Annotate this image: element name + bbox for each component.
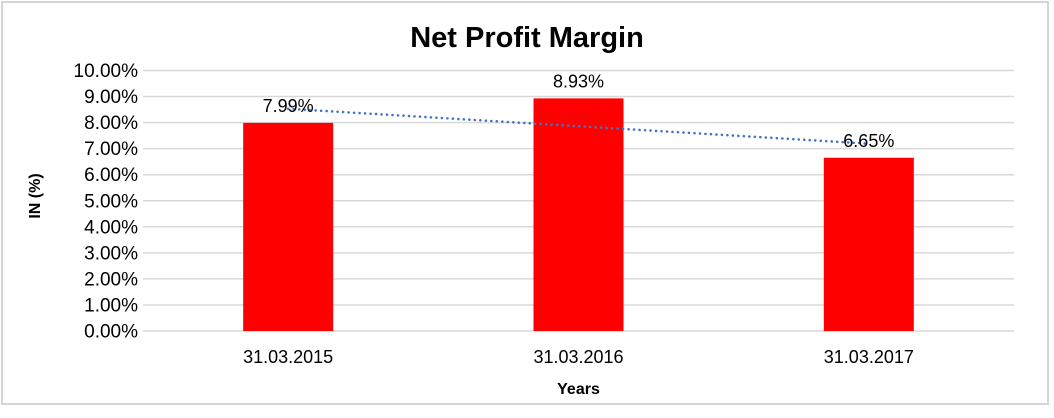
y-tick-label: 0.00% [84,322,138,343]
y-tick-label: 2.00% [84,269,138,290]
y-tick-label: 10.00% [74,61,139,82]
bar [243,122,334,331]
x-tick-label: 31.03.2016 [533,347,623,367]
y-tick-label: 4.00% [84,217,138,238]
bar-value-label: 7.99% [263,96,314,116]
y-tick-label: 7.00% [84,139,138,160]
x-tick-label: 31.03.2015 [243,347,333,367]
y-tick-label: 6.00% [84,165,138,186]
x-tick-label: 31.03.2017 [824,347,914,367]
y-tick-label: 1.00% [84,295,138,316]
y-tick-label: 5.00% [84,191,138,212]
bar-value-label: 8.93% [553,71,604,91]
trendline [286,107,871,146]
chart-title: Net Profit Margin [410,22,644,54]
y-tick-label: 9.00% [84,87,138,108]
y-tick-label: 8.00% [84,113,138,134]
y-tick-label: 3.00% [84,243,138,264]
bar-value-label: 6.65% [843,131,894,151]
bar [823,157,914,331]
bar [533,98,624,331]
x-axis-title: Years [557,381,600,398]
